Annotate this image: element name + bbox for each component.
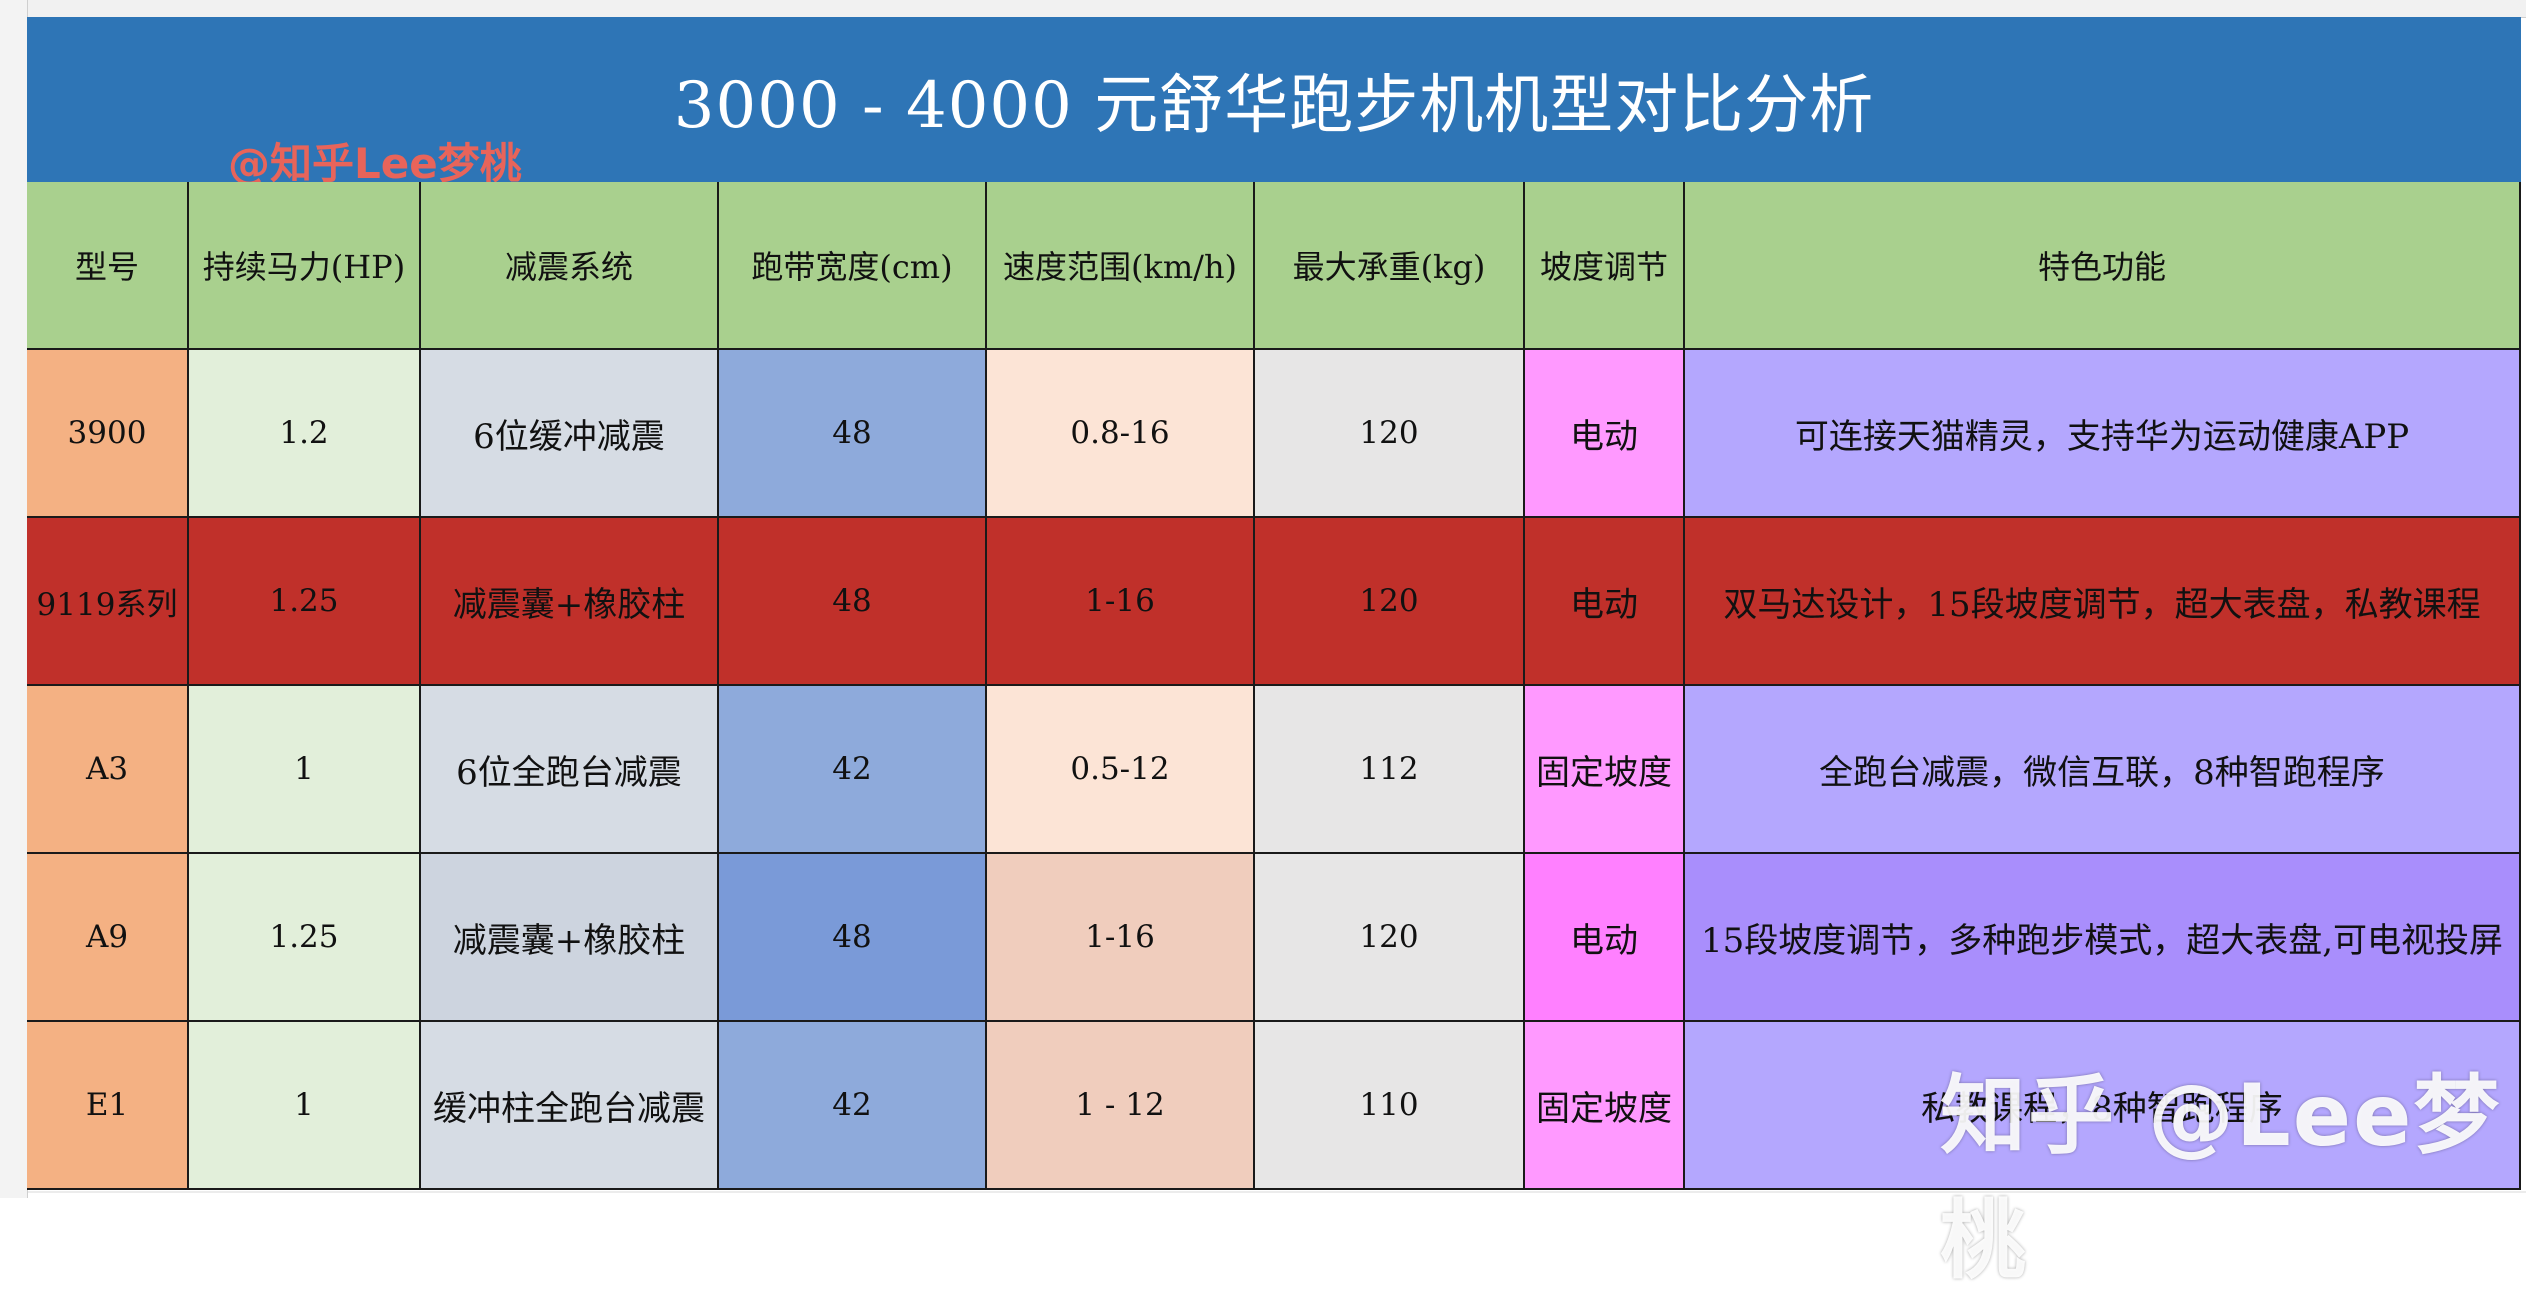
cell-shock-system[interactable]: 6位全跑台减震 <box>421 686 719 854</box>
cell-max-load[interactable]: 120 <box>1255 518 1525 686</box>
cell-features[interactable]: 双马达设计，15段坡度调节，超大表盘，私教课程 <box>1685 518 2521 686</box>
cell-belt-width[interactable]: 48 <box>719 518 987 686</box>
cell-speed-range[interactable]: 1-16 <box>987 518 1255 686</box>
cell-incline[interactable]: 电动 <box>1525 854 1685 1022</box>
cell-belt-width[interactable]: 42 <box>719 1022 987 1190</box>
cell-model[interactable]: A9 <box>27 854 189 1022</box>
cell-horsepower[interactable]: 1.25 <box>189 854 421 1022</box>
cell-horsepower[interactable]: 1.25 <box>189 518 421 686</box>
row-header-strip <box>0 0 28 1198</box>
cell-speed-range[interactable]: 1-16 <box>987 854 1255 1022</box>
cell-shock-system[interactable]: 减震囊+橡胶柱 <box>421 518 719 686</box>
cell-features[interactable]: 15段坡度调节，多种跑步模式，超大表盘,可电视投屏 <box>1685 854 2521 1022</box>
header-cell[interactable]: 跑带宽度(cm) <box>719 182 987 350</box>
cell-model[interactable]: A3 <box>27 686 189 854</box>
cell-max-load[interactable]: 120 <box>1255 350 1525 518</box>
cell-speed-range[interactable]: 1 - 12 <box>987 1022 1255 1190</box>
cell-horsepower[interactable]: 1.2 <box>189 350 421 518</box>
watermark-big: 知乎 @Lee梦桃 <box>1940 1066 2502 1291</box>
sheet-gridlines <box>0 1191 2526 1193</box>
cell-horsepower[interactable]: 1 <box>189 686 421 854</box>
cell-model[interactable]: E1 <box>27 1022 189 1190</box>
cell-speed-range[interactable]: 0.8-16 <box>987 350 1255 518</box>
cell-features[interactable]: 全跑台减震，微信互联，8种智跑程序 <box>1685 686 2521 854</box>
watermark-small: @知乎Lee梦桃 <box>228 139 522 188</box>
header-cell[interactable]: 坡度调节 <box>1525 182 1685 350</box>
cell-shock-system[interactable]: 6位缓冲减震 <box>421 350 719 518</box>
cell-shock-system[interactable]: 缓冲柱全跑台减震 <box>421 1022 719 1190</box>
cell-horsepower[interactable]: 1 <box>189 1022 421 1190</box>
cell-belt-width[interactable]: 48 <box>719 854 987 1022</box>
header-cell[interactable]: 最大承重(kg) <box>1255 182 1525 350</box>
sheet-title: 3000 - 4000 元舒华跑步机机型对比分析 <box>27 17 2521 182</box>
cell-shock-system[interactable]: 减震囊+橡胶柱 <box>421 854 719 1022</box>
cell-features[interactable]: 可连接天猫精灵，支持华为运动健康APP <box>1685 350 2521 518</box>
header-cell[interactable]: 型号 <box>27 182 189 350</box>
comparison-table: 型号 持续马力(HP) 减震系统 跑带宽度(cm) 速度范围(km/h) 最大承… <box>27 182 2521 1190</box>
cell-model[interactable]: 3900 <box>27 350 189 518</box>
cell-incline[interactable]: 固定坡度 <box>1525 1022 1685 1190</box>
header-cell[interactable]: 特色功能 <box>1685 182 2521 350</box>
cell-incline[interactable]: 电动 <box>1525 350 1685 518</box>
cell-model[interactable]: 9119系列 <box>27 518 189 686</box>
cell-max-load[interactable]: 110 <box>1255 1022 1525 1190</box>
cell-max-load[interactable]: 112 <box>1255 686 1525 854</box>
cell-max-load[interactable]: 120 <box>1255 854 1525 1022</box>
cell-incline[interactable]: 电动 <box>1525 518 1685 686</box>
cell-belt-width[interactable]: 48 <box>719 350 987 518</box>
header-cell[interactable]: 速度范围(km/h) <box>987 182 1255 350</box>
column-header-strip <box>0 0 2526 18</box>
cell-incline[interactable]: 固定坡度 <box>1525 686 1685 854</box>
cell-belt-width[interactable]: 42 <box>719 686 987 854</box>
cell-speed-range[interactable]: 0.5-12 <box>987 686 1255 854</box>
header-cell[interactable]: 减震系统 <box>421 182 719 350</box>
header-cell[interactable]: 持续马力(HP) <box>189 182 421 350</box>
cell-features[interactable]: 私教课程，8种智跑程序 <box>1685 1022 2521 1190</box>
